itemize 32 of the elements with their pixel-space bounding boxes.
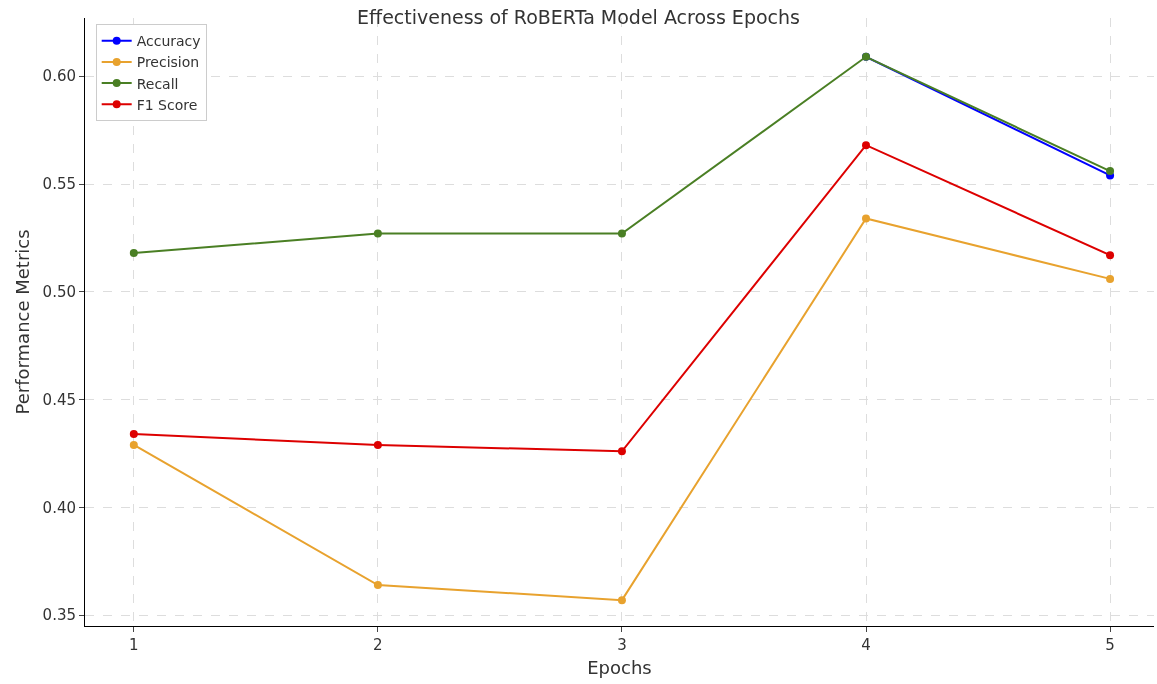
y-tick-label: 0.40 [42, 498, 76, 517]
x-tick-label: 1 [129, 636, 139, 654]
point [617, 229, 626, 238]
point [617, 447, 626, 456]
legend-label: F1 Score [136, 96, 198, 113]
legend-label: Precision [136, 54, 200, 71]
point [1106, 167, 1115, 176]
legend-label: Accuracy [136, 33, 201, 50]
x-tick-label: 4 [861, 636, 871, 654]
y-axis-title: Performance Metrics [11, 229, 33, 415]
x-tick-label: 5 [1105, 636, 1115, 654]
y-tick-label: 0.55 [42, 175, 76, 194]
point [129, 249, 138, 258]
y-tick-label: 0.60 [42, 67, 76, 86]
point [373, 581, 382, 590]
legend-label: Recall [136, 75, 179, 92]
y-tick-label: 0.50 [42, 283, 76, 302]
y-tick-label: 0.35 [42, 606, 76, 625]
point [129, 430, 138, 439]
x-tick-label: 2 [373, 636, 383, 654]
point [617, 596, 626, 605]
x-axis-title: Epochs [587, 657, 652, 679]
x-tick-label: 3 [617, 636, 627, 654]
point [129, 440, 138, 449]
chart-title: Effectiveness of RoBERTa Model Across Epochs [357, 5, 800, 28]
y-tick-label: 0.45 [42, 390, 76, 409]
point [862, 214, 870, 223]
point [1106, 251, 1115, 260]
point [373, 229, 382, 238]
point [373, 440, 382, 449]
point [862, 141, 870, 150]
point [1106, 274, 1115, 283]
